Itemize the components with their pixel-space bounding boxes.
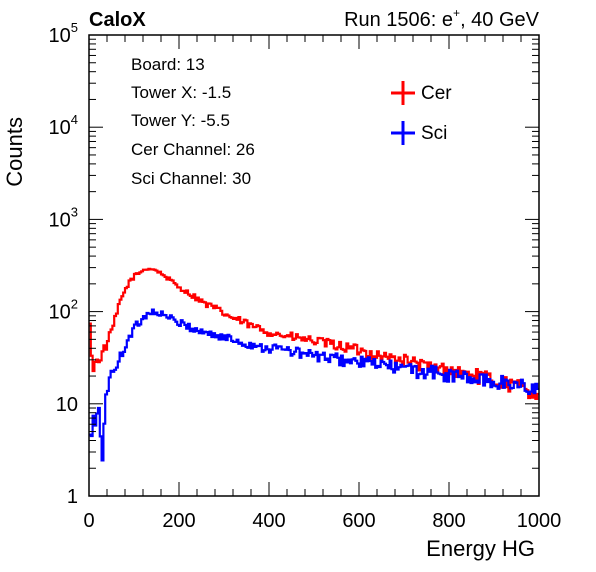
legend-label-sci: Sci xyxy=(421,123,447,144)
x-tick-label: 0 xyxy=(83,510,94,532)
header-right-suffix: , 40 GeV xyxy=(460,9,540,31)
y-tick-label: 10 xyxy=(56,394,78,416)
legend-marker-cer xyxy=(391,81,415,105)
y-axis-ticks xyxy=(89,38,539,497)
header-right-label: Run 1506: e+, 40 GeV xyxy=(344,6,540,31)
y-tick-label: 102 xyxy=(49,297,78,324)
y-tick-label: 104 xyxy=(49,112,78,139)
header-left-label: CaloX xyxy=(89,9,146,31)
series-line-sci xyxy=(89,308,539,462)
x-axis-ticks xyxy=(88,35,540,496)
series-layer xyxy=(89,267,539,462)
plot-frame xyxy=(88,34,540,497)
x-tick-label: 1000 xyxy=(517,510,562,532)
y-tick-label: 103 xyxy=(49,204,78,231)
x-tick-label: 400 xyxy=(252,510,285,532)
x-tick-label: 800 xyxy=(432,510,465,532)
x-axis-tick-labels: 0 200 400 600 800 1000 xyxy=(83,510,561,532)
header-right-sup: + xyxy=(453,6,460,20)
info-line-cer-channel: Cer Channel: 26 xyxy=(131,140,255,159)
x-tick-label: 600 xyxy=(342,510,375,532)
y-tick-label: 105 xyxy=(49,20,78,47)
x-tick-label: 200 xyxy=(162,510,195,532)
info-line-tower-y: Tower Y: -5.5 xyxy=(131,111,230,130)
y-axis-title: Counts xyxy=(2,117,27,187)
info-line-tower-x: Tower X: -1.5 xyxy=(131,83,231,102)
x-axis-title: Energy HG xyxy=(426,536,535,561)
y-axis-tick-labels: 1 10 102 103 104 105 xyxy=(49,20,78,508)
legend: Cer Sci xyxy=(391,81,452,145)
y-tick-label: 1 xyxy=(67,486,78,508)
header-right-prefix: Run 1506: e xyxy=(344,9,453,31)
info-line-sci-channel: Sci Channel: 30 xyxy=(131,169,251,188)
legend-marker-sci xyxy=(391,121,415,145)
legend-label-cer: Cer xyxy=(421,83,452,104)
info-line-board: Board: 13 xyxy=(131,55,205,74)
info-box: Board: 13 Tower X: -1.5 Tower Y: -5.5 Ce… xyxy=(131,55,255,188)
